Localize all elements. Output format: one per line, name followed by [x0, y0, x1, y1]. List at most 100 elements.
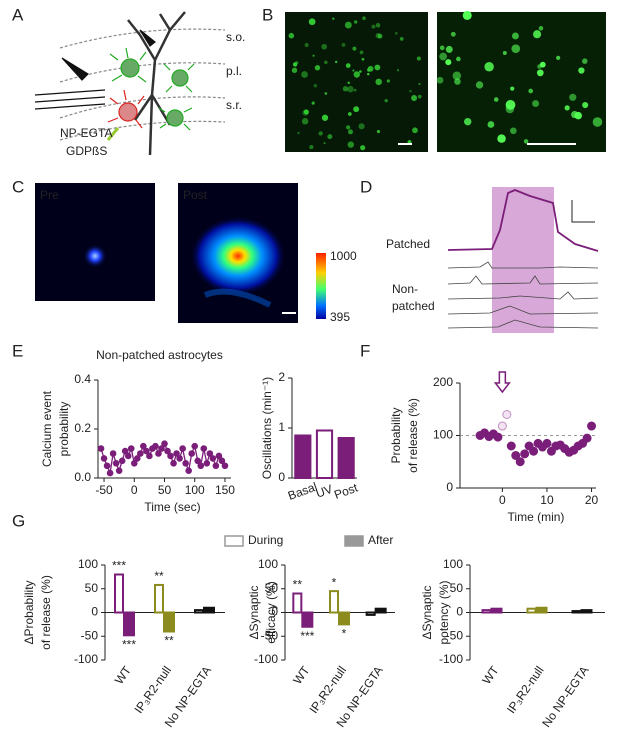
cell	[384, 98, 388, 103]
cell	[361, 57, 365, 61]
y-axis-label: of release (%)	[406, 398, 420, 473]
cell	[396, 69, 400, 72]
cell	[416, 56, 421, 61]
cell	[376, 129, 381, 134]
x-tick-label: 0	[131, 483, 138, 497]
y-tick-label: 100	[443, 557, 463, 571]
cell	[324, 60, 328, 65]
x-tick-label: UV	[314, 482, 334, 501]
y-tick-label: -100	[74, 652, 98, 666]
cell	[292, 62, 298, 67]
cell	[592, 117, 603, 127]
point	[206, 450, 214, 457]
cell	[510, 86, 515, 91]
cell	[532, 100, 540, 108]
cell	[309, 144, 314, 150]
y-tick-label: 100	[78, 557, 98, 571]
image-label: Pre	[40, 188, 59, 202]
point	[167, 452, 174, 460]
agent-label: GDPßS	[66, 144, 107, 158]
cell	[436, 76, 444, 84]
micrograph	[437, 12, 606, 152]
cell	[314, 65, 321, 71]
x-tick-label: 20	[585, 493, 599, 507]
cell	[324, 92, 328, 95]
cell	[497, 134, 506, 143]
point	[221, 462, 229, 470]
cell	[582, 58, 588, 64]
cell	[375, 32, 381, 39]
cell	[502, 51, 507, 56]
panel-label: B	[262, 5, 273, 24]
cell	[452, 71, 462, 81]
cell	[445, 45, 453, 53]
bar	[571, 610, 582, 614]
cell	[359, 50, 364, 55]
point	[502, 410, 512, 419]
y-tick-label: 0	[271, 605, 278, 619]
cell	[308, 18, 316, 26]
x-tick-label: WT	[112, 663, 135, 687]
cell	[358, 123, 365, 130]
trace	[447, 189, 599, 252]
colorbar-label: 1000	[330, 249, 357, 263]
cell	[347, 81, 350, 85]
y-tick-label: 0.2	[74, 421, 91, 435]
significance: **	[293, 578, 303, 592]
bar	[337, 437, 355, 479]
cell	[439, 52, 447, 61]
cell	[574, 111, 582, 120]
point	[118, 457, 126, 465]
cell	[297, 131, 300, 135]
micrograph-cells	[288, 10, 603, 151]
point	[200, 445, 208, 452]
point	[158, 445, 165, 452]
cell	[463, 117, 472, 126]
chart-title: Non-patched astrocytes	[96, 348, 223, 362]
cell	[353, 88, 357, 92]
point	[582, 433, 592, 443]
panel-label: F	[360, 341, 370, 360]
traces	[447, 261, 599, 329]
schematic	[34, 11, 226, 156]
point	[146, 452, 153, 460]
cell	[360, 145, 366, 151]
micrograph	[285, 12, 428, 152]
point	[197, 462, 205, 470]
y-tick-label: 50	[85, 581, 99, 595]
point	[176, 455, 183, 462]
bar	[365, 611, 376, 616]
cell	[323, 142, 326, 145]
y-axis-label: Probability	[389, 407, 403, 463]
cell	[456, 56, 461, 62]
x-tick-label: Post	[332, 480, 360, 502]
bar	[374, 607, 387, 614]
x-tick-label: -50	[95, 483, 113, 497]
y-tick-label: 0.4	[74, 372, 91, 386]
cell	[311, 101, 315, 105]
bar	[194, 609, 204, 614]
cell	[348, 129, 353, 135]
cell	[528, 88, 534, 94]
point	[143, 447, 150, 455]
trace-label: Non-	[392, 282, 418, 296]
calcium-signal	[83, 244, 107, 268]
point	[515, 457, 525, 467]
cell	[291, 67, 298, 73]
y-tick-label: -50	[81, 628, 99, 642]
cell	[352, 46, 357, 51]
panel-label: E	[12, 341, 23, 360]
point	[191, 442, 199, 450]
cell	[375, 78, 382, 86]
cell	[327, 134, 333, 140]
point	[137, 450, 144, 457]
cell	[386, 79, 390, 83]
cell	[362, 16, 366, 21]
x-tick-label: WT	[290, 663, 313, 687]
bar	[292, 592, 303, 614]
cell	[334, 60, 338, 64]
y-tick-label: 0	[456, 605, 463, 619]
panel-label: C	[12, 177, 24, 196]
point	[121, 447, 129, 455]
